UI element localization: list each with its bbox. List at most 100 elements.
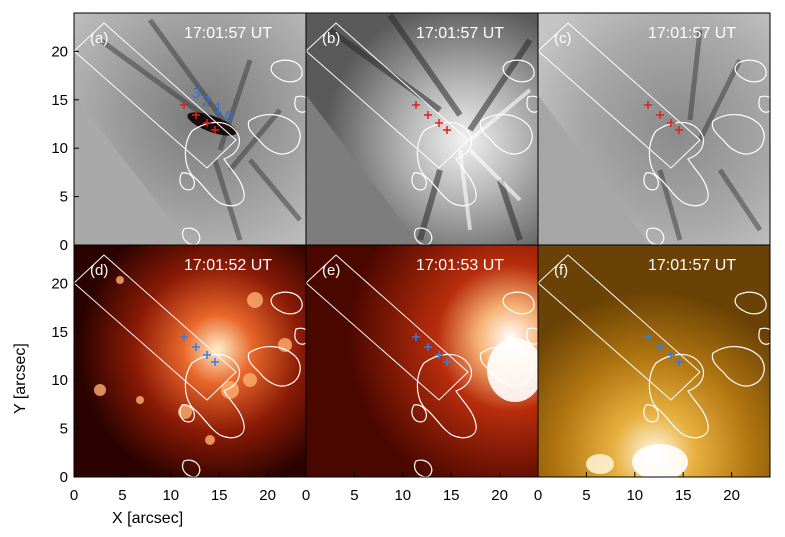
magnetic-contour <box>179 172 195 191</box>
panel-f <box>538 245 770 477</box>
frame-f <box>537 244 771 478</box>
panel-f-time: 17:01:57 UT <box>648 257 736 274</box>
x-tick-label: 10 <box>162 487 179 504</box>
panel-frames <box>73 12 771 478</box>
marker-plus <box>180 101 188 109</box>
panel-d <box>74 245 306 477</box>
marker-plus <box>435 119 443 127</box>
magnetic-contour <box>643 172 659 191</box>
panel-f-overlay <box>538 254 770 477</box>
y-tick-label: 20 <box>51 275 68 292</box>
panel-e-time: 17:01:53 UT <box>416 257 504 274</box>
panel-a <box>74 13 306 245</box>
magnetic-contour <box>294 327 306 345</box>
marker-plus <box>667 351 675 359</box>
magnetic-contour <box>294 95 306 113</box>
magnetic-contour <box>711 346 765 387</box>
magnetic-contour <box>182 459 201 477</box>
marker-plus <box>211 358 219 366</box>
magnetic-contour <box>502 291 535 315</box>
point-label-0: 0 <box>225 108 233 125</box>
point-label-1: 1 <box>214 100 222 117</box>
marker-plus <box>412 101 420 109</box>
magnetic-contour <box>270 59 303 83</box>
point-label-3: 3 <box>192 85 200 102</box>
panel-f-label: (f) <box>554 262 568 279</box>
x-tick-label: 15 <box>443 487 460 504</box>
magnetic-contour <box>758 95 770 113</box>
panel-f-bright-core <box>632 444 688 477</box>
marker-plus <box>656 111 664 119</box>
panel-d-label: (d) <box>90 262 108 279</box>
magnetic-contour <box>411 172 427 191</box>
x-tick-label: 0 <box>534 487 542 504</box>
magnetic-contour <box>414 227 433 245</box>
marker-plus <box>443 358 451 366</box>
x-tick-label: 15 <box>211 487 228 504</box>
magnetic-contour <box>648 121 709 207</box>
x-tick-label: 5 <box>582 487 590 504</box>
panel-f-image <box>538 245 770 477</box>
marker-plus <box>211 126 219 134</box>
marker-plus <box>667 119 675 127</box>
panel-b-fibrils <box>328 13 533 241</box>
x-tick-label: 0 <box>70 487 78 504</box>
panel-c-empty-region <box>538 95 650 245</box>
marker-plus <box>675 358 683 366</box>
panel-e-label: (e) <box>322 262 340 279</box>
magnetic-contour <box>416 353 477 439</box>
marker-plus <box>192 111 200 119</box>
magnetic-contour <box>184 353 245 439</box>
magnetic-contour <box>734 59 767 83</box>
y-tick-label: 0 <box>60 469 68 486</box>
panel-b-empty-region <box>306 95 420 245</box>
panel-c-label: (c) <box>554 30 572 47</box>
panel-a-empty-region <box>74 95 190 245</box>
panel-a-overlay <box>74 22 306 245</box>
panel-c <box>538 13 770 245</box>
marker-plus <box>192 343 200 351</box>
magnetic-contour <box>758 327 770 345</box>
panel-d-time: 17:01:52 UT <box>184 257 272 274</box>
panel-a-label: (a) <box>90 30 108 47</box>
y-tick-label: 10 <box>51 140 68 157</box>
y-tick-label: 0 <box>60 237 68 254</box>
x-tick-label: 5 <box>350 487 358 504</box>
panel-b-label: (b) <box>322 30 340 47</box>
y-tick-label: 5 <box>60 421 68 438</box>
panel-c-overlay <box>538 22 770 245</box>
magnetic-contour <box>479 346 533 387</box>
x-axis-label: X [arcsec] <box>112 510 183 527</box>
slit-box <box>306 22 469 169</box>
marker-plus <box>203 119 211 127</box>
marker-plus <box>435 351 443 359</box>
magnetic-contour <box>526 327 538 345</box>
slit-box <box>74 22 237 169</box>
x-tick-label: 10 <box>626 487 643 504</box>
magnetic-contour <box>184 121 245 207</box>
magnetic-contour <box>414 459 433 477</box>
panel-b-time: 17:01:57 UT <box>416 25 504 42</box>
magnetic-contour <box>479 114 533 155</box>
y-axis-label: Y [arcsec] <box>12 343 29 414</box>
panel-d-bright-points <box>94 276 292 445</box>
panel-f-bright-blob <box>586 454 614 474</box>
magnetic-contour <box>270 291 303 315</box>
panel-e-overlay <box>306 254 538 477</box>
magnetic-contour <box>182 227 201 245</box>
magnetic-contour <box>734 291 767 315</box>
panel-b-overlay <box>306 22 538 245</box>
x-tick-label: 20 <box>723 487 740 504</box>
magnetic-contour <box>502 59 535 83</box>
slit-box <box>74 254 237 401</box>
magnetic-contour <box>646 459 665 477</box>
x-tick-label: 5 <box>118 487 126 504</box>
panel-c-time: 17:01:57 UT <box>648 25 736 42</box>
overlays <box>74 22 770 477</box>
point-label-2: 2 <box>202 93 210 110</box>
y-tick-label: 5 <box>60 189 68 206</box>
marker-plus <box>424 343 432 351</box>
panel-d-image <box>74 245 306 477</box>
